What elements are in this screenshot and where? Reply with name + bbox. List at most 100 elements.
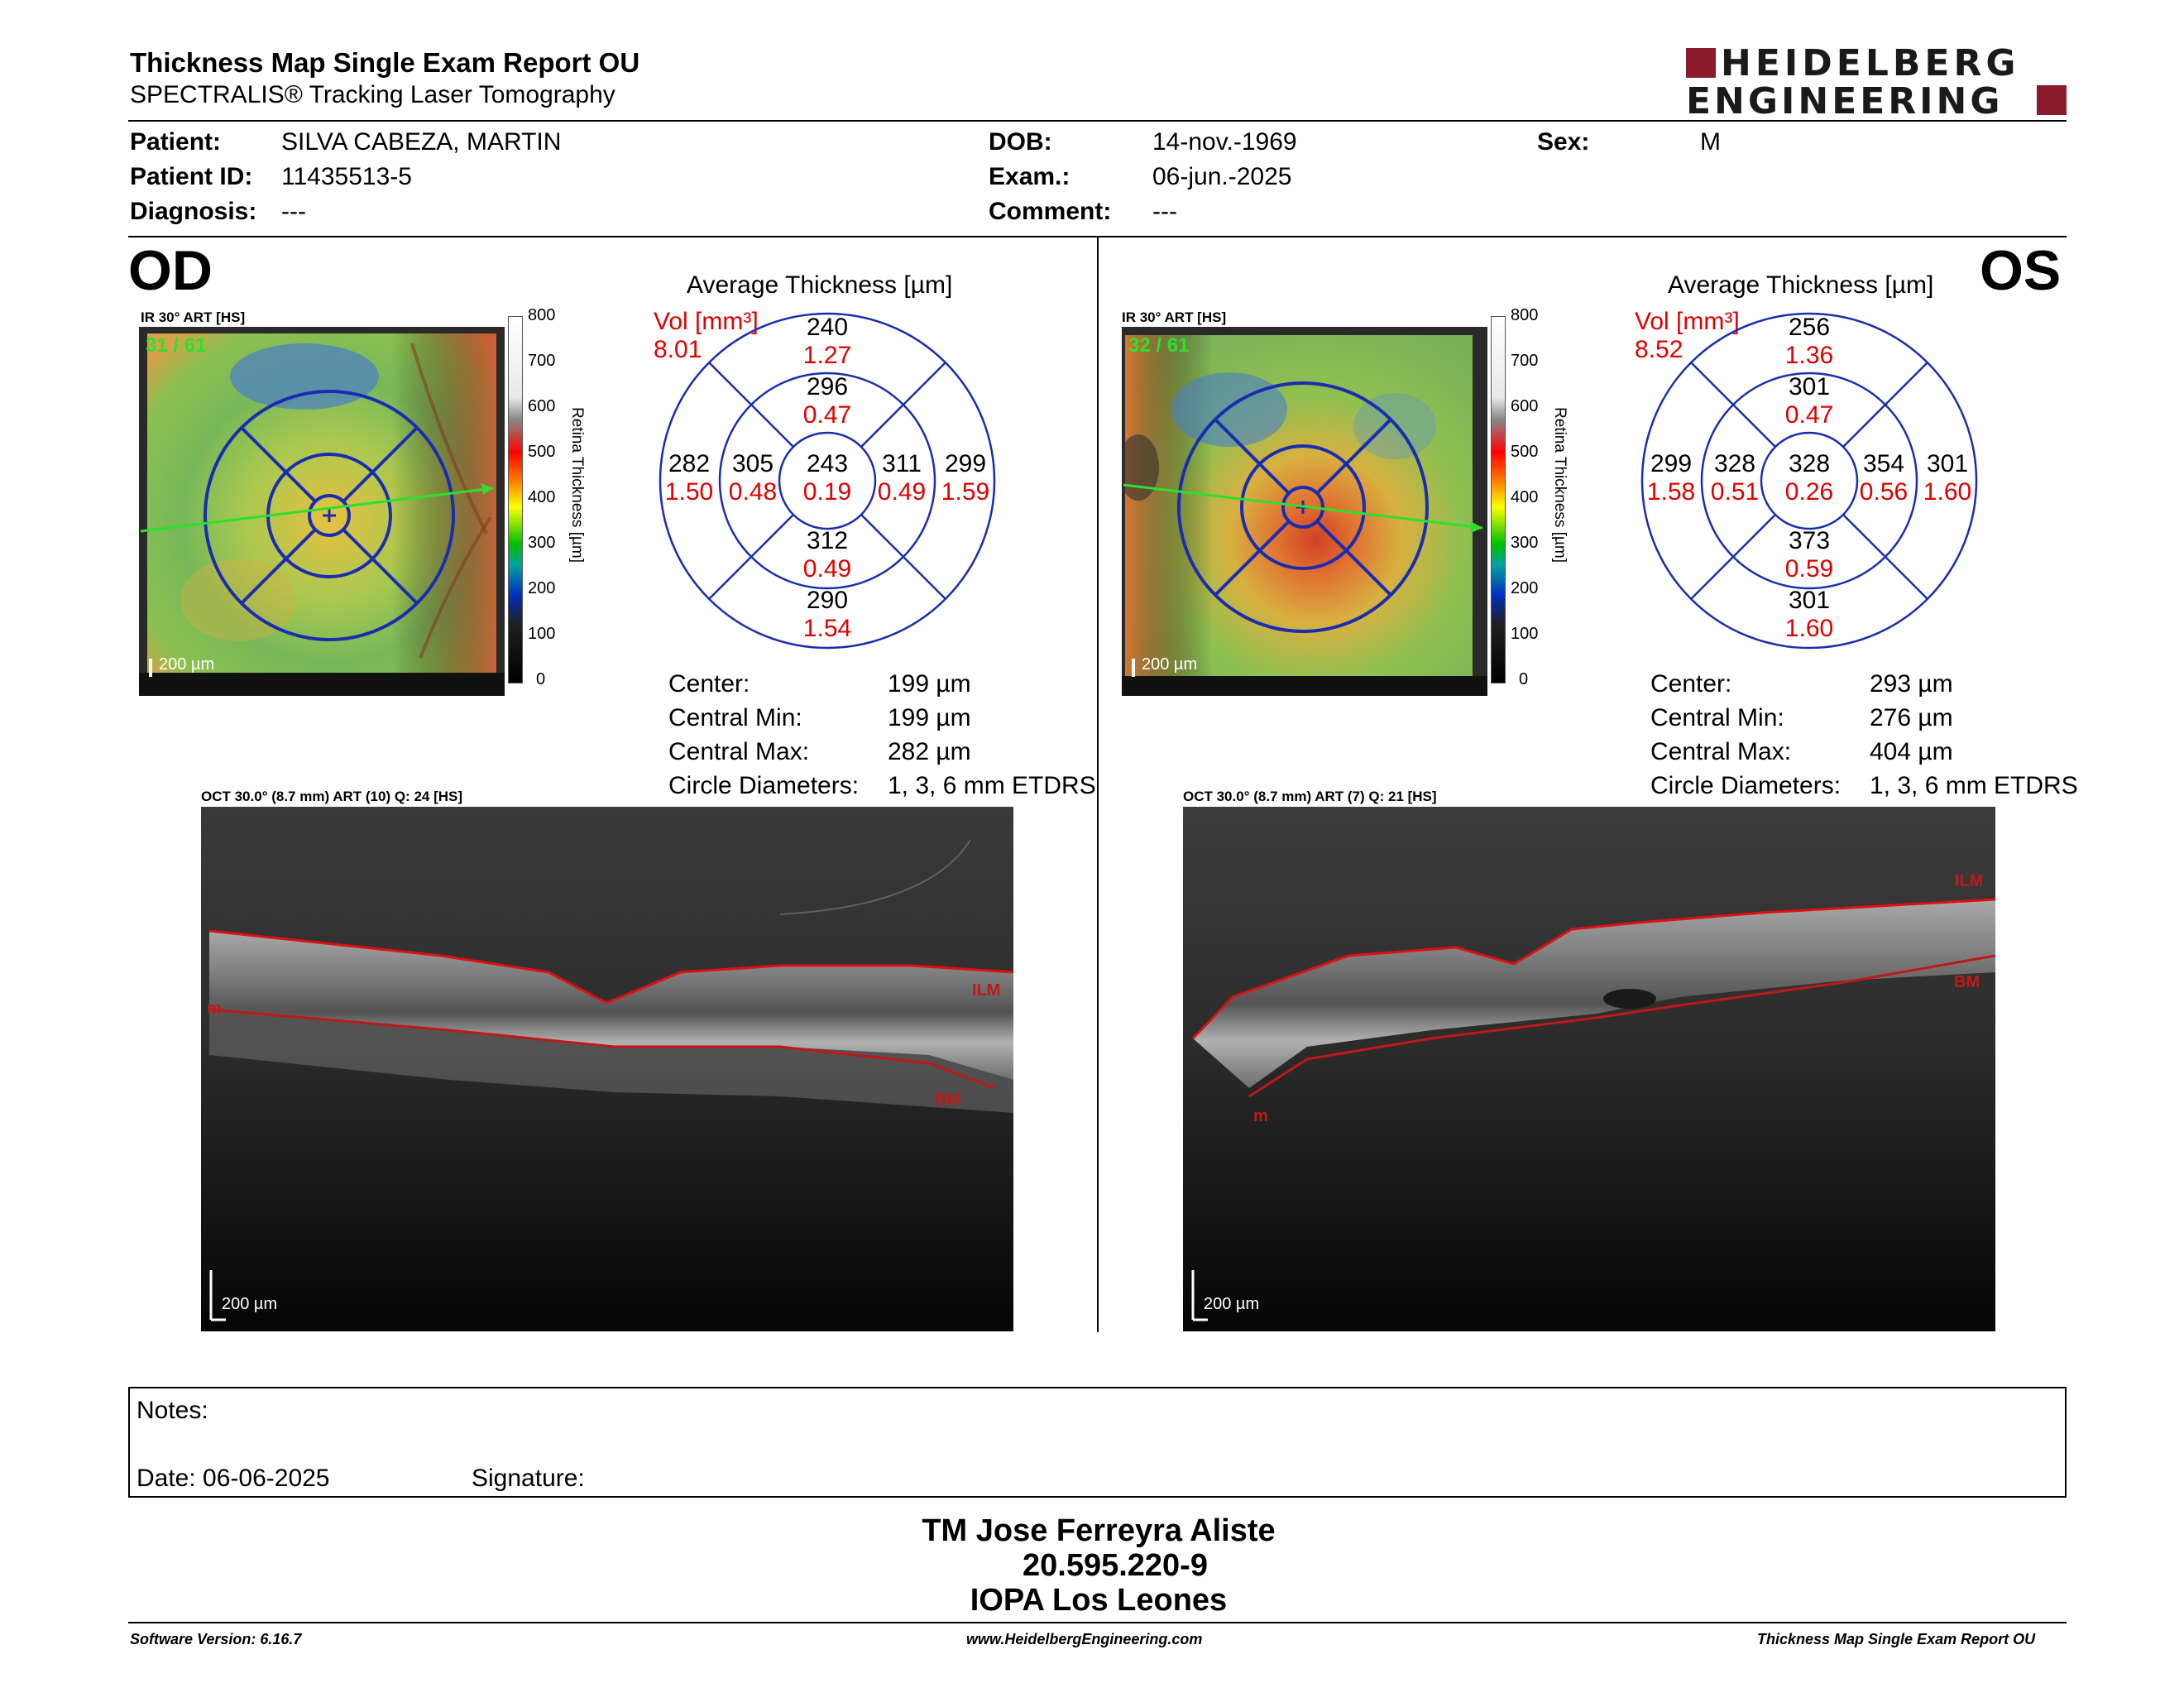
od-tick: 400 [528,488,556,506]
os-stat-value: 404 µm [1870,738,1953,765]
od-ir-label: IR 30° ART [HS] [141,309,246,325]
patient-id-label: Patient ID: [130,163,253,190]
od-etdrs-overlay [204,390,455,641]
report-subtitle: SPECTRALIS® Tracking Laser Tomography [130,81,615,108]
os-tick: 100 [1511,625,1539,643]
od-inner-left-volume: 0.48 [728,478,778,506]
patient-divider [128,236,2067,237]
os-frame-counter: 32 / 61 [1128,334,1190,357]
od-stat-value: 199 µm [888,670,971,698]
logo-text-top: HEIDELBERG [1721,42,2020,84]
signer-org: IOPA Los Leones [970,1583,1228,1618]
comment-value: --- [1152,198,1177,225]
signer-rut: 20.595.220-9 [1023,1548,1208,1583]
os-inner-left-thickness: 328 [1713,450,1756,477]
od-stat-label: Center: [668,670,750,698]
od-inner-right-volume: 0.49 [877,478,927,506]
os-tick: 300 [1511,534,1539,552]
os-vol-total: 8.52 [1635,336,1684,363]
od-oct-bscan [201,807,1013,1331]
logo-square-bottom [2037,85,2067,115]
od-colorbar-title: Retina Thickness [µm] [568,407,586,563]
os-tick: 500 [1511,443,1539,461]
od-tick: 600 [528,397,556,415]
patient-name: SILVA CABEZA, MARTIN [281,128,562,156]
od-scan-line [140,483,494,533]
os-stat-value: 1, 3, 6 mm ETDRS [1870,772,2078,799]
od-tick: 700 [528,352,556,370]
os-stat-label: Central Min: [1650,704,1784,731]
os-avg-title: Average Thickness [µm] [1668,271,1934,299]
os-outer-right-volume: 1.60 [1923,478,1972,506]
os-etdrs-diagram [1640,312,1978,650]
report-title: Thickness Map Single Exam Report OU [130,47,640,78]
website-link[interactable]: www.HeidelbergEngineering.com [966,1631,1203,1647]
os-oct-label: OCT 30.0° (8.7 mm) ART (7) Q: 21 [HS] [1183,789,1437,804]
od-inner-left-thickness: 305 [731,450,774,477]
od-center-volume: 0.19 [802,478,852,506]
os-colorbar-ticks: 800 700 600 500 400 300 200 100 0 [1511,306,1544,695]
os-center-volume: 0.26 [1784,478,1834,506]
od-tick: 200 [528,579,556,597]
notes-box[interactable]: Notes: Date: 06-06-2025 Signature: [128,1387,2067,1498]
eye-divider [1097,237,1099,1332]
os-ir-scalebar [1132,659,1135,677]
notes-date: Date: 06-06-2025 [136,1465,330,1492]
os-m-label: m [1253,1107,1268,1125]
diagnosis-value: --- [281,198,306,225]
footer-divider [128,1622,2067,1623]
od-avg-title: Average Thickness [µm] [687,271,953,299]
os-inner-right-volume: 0.56 [1859,478,1909,506]
os-tick: 200 [1511,579,1539,597]
os-eye-label: OS [1980,239,2062,302]
software-version: Software Version: 6.16.7 [130,1631,302,1647]
od-outer-inf-thickness: 290 [806,587,849,614]
od-tick: 0 [536,670,546,688]
os-stat-label: Circle Diameters: [1650,772,1842,799]
dob-label: DOB: [989,128,1052,156]
od-oct-scale-text: 200 µm [222,1295,278,1313]
os-tick: 600 [1511,397,1539,415]
od-vol-label: Vol [mm³] [654,308,759,335]
comment-label: Comment: [989,198,1112,225]
od-tick: 100 [528,625,556,643]
os-colorbar [1491,316,1506,683]
od-frame-counter: 31 / 61 [146,334,207,357]
os-inner-sup-thickness: 301 [1788,373,1831,400]
os-outer-right-thickness: 301 [1926,450,1969,477]
od-inner-inf-volume: 0.49 [802,555,852,583]
os-ilm-label: ILM [1955,872,1984,890]
os-tick: 800 [1511,306,1539,324]
od-tick: 300 [528,534,556,552]
od-ilm-label: ILM [972,981,1001,1000]
os-oct-bscan [1183,807,1995,1331]
od-stat-label: Central Min: [668,704,802,731]
od-colorbar [508,316,523,683]
os-outer-left-volume: 1.58 [1646,478,1696,506]
footer-report-name: Thickness Map Single Exam Report OU [1757,1631,2036,1647]
os-stat-value: 293 µm [1870,670,1953,698]
os-inner-inf-thickness: 373 [1788,527,1831,554]
signer-name: TM Jose Ferreyra Aliste [922,1513,1276,1548]
notes-label: Notes: [136,1397,208,1424]
od-inner-sup-volume: 0.47 [802,401,852,429]
header-divider [128,120,2067,122]
od-oct-label: OCT 30.0° (8.7 mm) ART (10) Q: 24 [HS] [201,789,463,804]
os-outer-sup-volume: 1.36 [1784,342,1834,369]
os-outer-inf-volume: 1.60 [1784,615,1834,642]
od-colorbar-ticks: 800 700 600 500 400 300 200 100 0 [528,306,561,695]
os-oct-scale-text: 200 µm [1204,1295,1260,1313]
os-ir-scale-text: 200 µm [1142,655,1198,674]
os-inner-inf-volume: 0.59 [1784,555,1834,583]
od-stat-label: Central Max: [668,738,810,765]
os-stat-label: Center: [1650,670,1732,698]
os-inner-sup-volume: 0.47 [1784,401,1834,429]
heidelberg-logo: HEIDELBERG ENGINEERING [1686,42,2067,122]
od-ir-scale-text: 200 µm [159,655,215,674]
os-outer-inf-thickness: 301 [1788,587,1831,614]
od-inner-sup-thickness: 296 [806,373,849,400]
os-inner-left-volume: 0.51 [1710,478,1760,506]
od-eye-label: OD [128,239,213,302]
logo-text-bottom: ENGINEERING [1686,80,2004,122]
od-vol-total: 8.01 [654,336,702,363]
